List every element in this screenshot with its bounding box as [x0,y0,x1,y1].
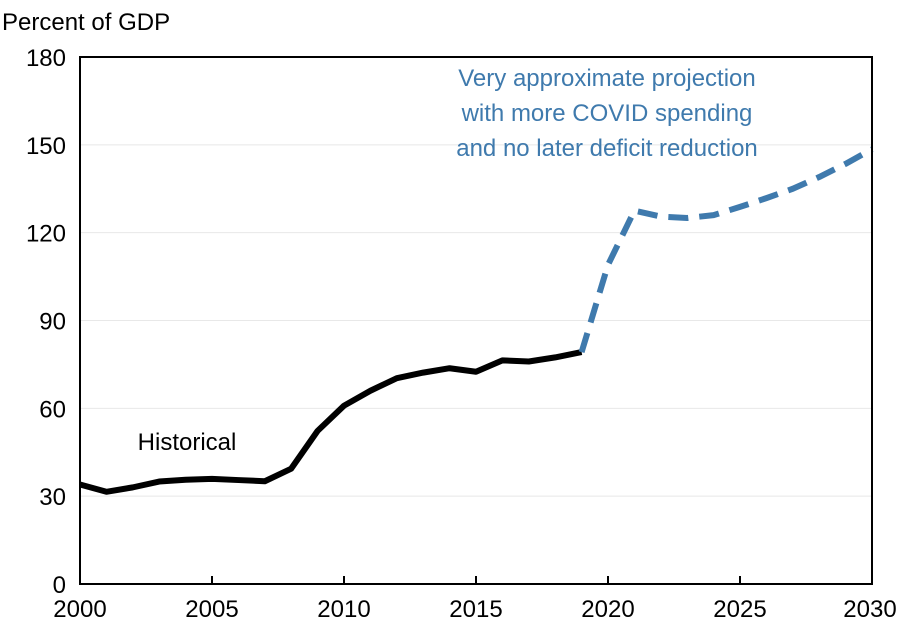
y-tick-label: 150 [26,133,66,160]
gridlines [80,144,872,497]
x-tick-label: 2010 [317,596,370,623]
y-tick-label: 60 [39,396,66,423]
y-tick-label: 30 [39,484,66,511]
x-tick-label: 2025 [713,596,766,623]
historical-label: Historical [138,429,237,456]
projection-annotation-line-3: and no later deficit reduction [456,135,758,162]
projection-series-line [578,146,874,353]
x-tick-label: 2015 [449,596,502,623]
plot-frame [79,56,873,585]
y-tick-label: 0 [53,572,66,599]
x-tick-label: 2030 [843,596,896,623]
projection-annotation: Very approximate projection with more CO… [456,65,758,162]
series-lines [79,146,874,495]
historical-series-line [79,349,583,495]
x-tick-label: 2005 [185,596,238,623]
projection-annotation-line-2: with more COVID spending [461,100,753,127]
y-tick-label: 180 [26,45,66,72]
x-axis-ticks: 2000 2005 2010 2015 2020 2025 2030 [53,576,897,623]
y-axis-unit-label: Percent of GDP [2,9,170,36]
x-tick-label: 2000 [53,596,106,623]
x-tick-label: 2020 [581,596,634,623]
projection-annotation-line-1: Very approximate projection [458,65,756,92]
y-tick-label: 120 [26,221,66,248]
y-tick-label: 90 [39,309,66,336]
y-axis-ticks: 0 30 60 90 120 150 180 [26,45,66,599]
